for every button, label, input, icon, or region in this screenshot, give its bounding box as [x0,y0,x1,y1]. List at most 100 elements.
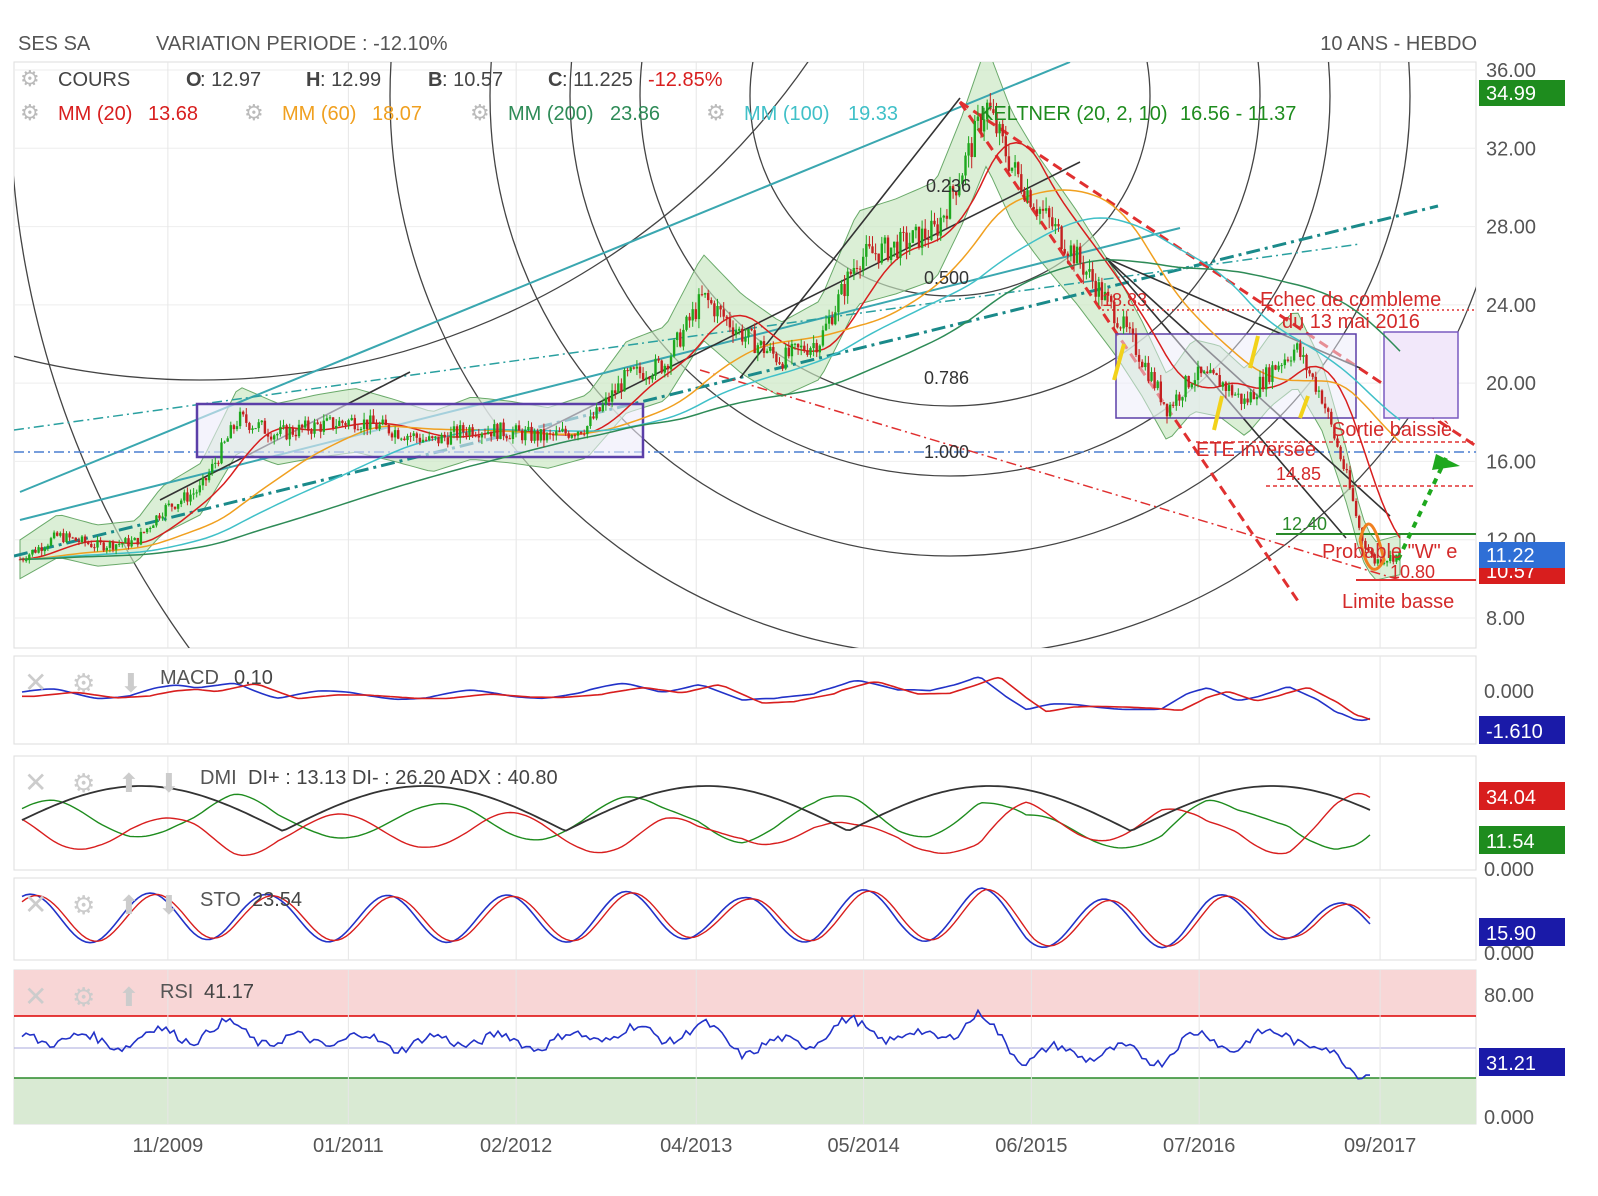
candle-body [319,424,322,432]
candle-body [421,439,425,443]
gear-icon[interactable]: ⚙ [470,100,490,125]
candle-body [579,431,583,434]
arrow-down-icon[interactable]: ⬇ [120,668,142,698]
candle-body [722,309,725,317]
candle-body [1010,167,1014,171]
candle-body [1323,403,1327,409]
mm200-label: MM (200) [508,103,594,125]
candle-body [204,478,208,481]
candle-body [77,540,81,543]
candle-body [775,353,778,363]
candle-body [1199,366,1203,374]
candle-body [288,427,291,440]
candle-body [1004,136,1007,157]
arrow-down-icon[interactable]: ⬇ [158,890,180,920]
di-plus-line [21,793,1371,850]
candle-body [784,347,787,369]
candle-body [87,542,90,544]
candle-body [688,316,691,321]
sto-panel [13,877,1477,961]
gear-icon[interactable]: ⚙ [72,890,95,920]
candle-body [254,428,257,430]
sto-label: STO [200,889,241,911]
dmi-axis-zero: 0.000 [1484,859,1534,881]
candle-body [468,427,471,436]
arrow-up-icon[interactable]: ⬆ [118,768,140,798]
candle-body [437,436,440,444]
candle-body [669,356,673,370]
candle-body [455,426,459,438]
candle-body [375,423,378,430]
arrow-up-icon[interactable]: ⬆ [118,982,140,1012]
candle-body [936,224,939,236]
candle-body [121,543,124,545]
arrow-down-icon[interactable]: ⬇ [158,768,180,798]
candle-body [1156,381,1159,389]
close-value: : 11.225 [562,69,633,91]
dmi-label: DMI [200,767,237,789]
candle-body [1265,367,1268,390]
candle-body [142,531,146,533]
candle-body [1110,295,1113,302]
candle-body [824,323,828,331]
di-minus-line [21,792,1371,857]
candle-body [46,545,50,549]
close-icon[interactable]: ✕ [24,889,47,920]
candle-body [955,191,958,196]
candle-body [598,407,601,411]
arrow-up-icon[interactable]: ⬆ [118,890,140,920]
candle-body [1224,382,1228,391]
fib-0236: 0.236 [926,176,971,196]
rsi-value: 41.17 [204,981,254,1003]
gear-icon[interactable]: ⚙ [72,768,95,798]
candle-body [393,430,397,438]
candle-body [313,422,316,434]
close-icon[interactable]: ✕ [24,767,47,798]
candle-body [1048,208,1051,218]
candle-body [734,330,738,335]
candle-body [1007,156,1011,171]
candle-body [806,351,809,355]
rsi-badge-text: 31.21 [1486,1053,1536,1075]
candle-body [490,431,493,437]
candle-body [260,420,263,423]
low-value: : 10.57 [442,69,503,91]
candle-body [1054,224,1057,227]
gear-icon[interactable]: ⚙ [244,100,264,125]
gear-icon[interactable]: ⚙ [20,66,40,91]
candle-body [1218,375,1221,387]
candle-body [1029,190,1032,207]
gear-icon[interactable]: ⚙ [72,668,95,698]
gear-icon[interactable]: ⚙ [72,982,95,1012]
candle-body [496,424,499,440]
mm60-label: MM (60) [282,103,356,125]
candle-body [1017,162,1020,175]
candle-body [1187,376,1190,388]
open-value: : 12.97 [200,69,261,91]
candle-body [1296,343,1299,350]
candle-body [815,342,818,353]
macd-traces [21,676,1371,722]
candle-body [211,463,214,473]
projection-arrowhead [1432,454,1460,470]
candle-body [790,343,794,357]
candle-body [1044,208,1048,211]
close-icon[interactable]: ✕ [24,667,47,698]
period-range[interactable]: 10 ANS - HEBDO [1320,33,1477,55]
dmi-panel [13,755,1477,871]
gear-icon[interactable]: ⚙ [20,100,40,125]
fib-arc [389,62,1476,648]
candle-body [1243,398,1246,404]
candle-body [105,547,108,551]
rsi-axis-zero: 0.000 [1484,1107,1534,1129]
candle-body [970,143,973,157]
candle-body [905,232,908,249]
candle-body [297,424,301,437]
candle-body [220,442,223,464]
gear-icon[interactable]: ⚙ [706,100,726,125]
close-icon[interactable]: ✕ [24,981,47,1012]
candle-body [1072,245,1076,264]
candle-body [958,184,961,196]
candle-body [136,537,139,545]
